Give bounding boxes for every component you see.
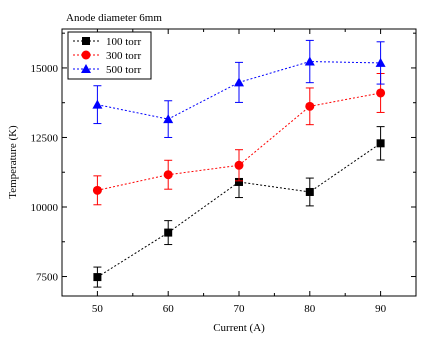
- data-point: [163, 170, 173, 180]
- x-axis-label: Current (A): [213, 322, 265, 334]
- legend-label: 100 torr: [106, 36, 141, 48]
- series-line: [97, 92, 381, 191]
- data-point: [304, 56, 315, 66]
- y-tick-label: 15000: [31, 63, 59, 75]
- chart-title: Anode diameter 6mm: [66, 12, 162, 24]
- data-point: [93, 273, 102, 282]
- data-point: [375, 57, 386, 67]
- data-point: [376, 139, 385, 148]
- series-500-torr: [92, 39, 386, 138]
- data-point: [164, 228, 173, 237]
- legend-marker: [81, 50, 91, 60]
- legend-marker: [81, 64, 91, 73]
- x-tick-label: 80: [304, 303, 316, 315]
- y-tick-label: 7500: [36, 272, 59, 284]
- data-point: [305, 101, 315, 111]
- y-tick-label: 10000: [31, 202, 59, 214]
- data-point: [235, 177, 243, 186]
- data-point: [92, 99, 103, 109]
- y-tick-label: 12500: [31, 132, 59, 144]
- data-point: [234, 160, 244, 170]
- x-tick-label: 90: [375, 303, 387, 315]
- x-axis: 50 60 70 80 90: [92, 29, 387, 315]
- x-tick-label: 70: [234, 303, 246, 315]
- y-axis: 7500 10000 12500 15000: [31, 32, 416, 284]
- legend-marker: [82, 37, 90, 45]
- legend: 100 torr 300 torr 500 torr: [67, 31, 152, 80]
- data-point: [376, 88, 386, 98]
- data-point: [163, 114, 174, 124]
- data-point: [92, 185, 102, 195]
- data-point: [234, 77, 244, 87]
- x-tick-label: 50: [92, 303, 104, 315]
- series-layer: [92, 39, 386, 288]
- x-tick-label: 60: [163, 303, 175, 315]
- series-100-torr: [93, 126, 385, 288]
- data-point: [305, 187, 314, 196]
- y-axis-label: Temperature (K): [7, 125, 19, 199]
- legend-label: 300 torr: [106, 50, 141, 62]
- legend-label: 500 torr: [106, 64, 141, 76]
